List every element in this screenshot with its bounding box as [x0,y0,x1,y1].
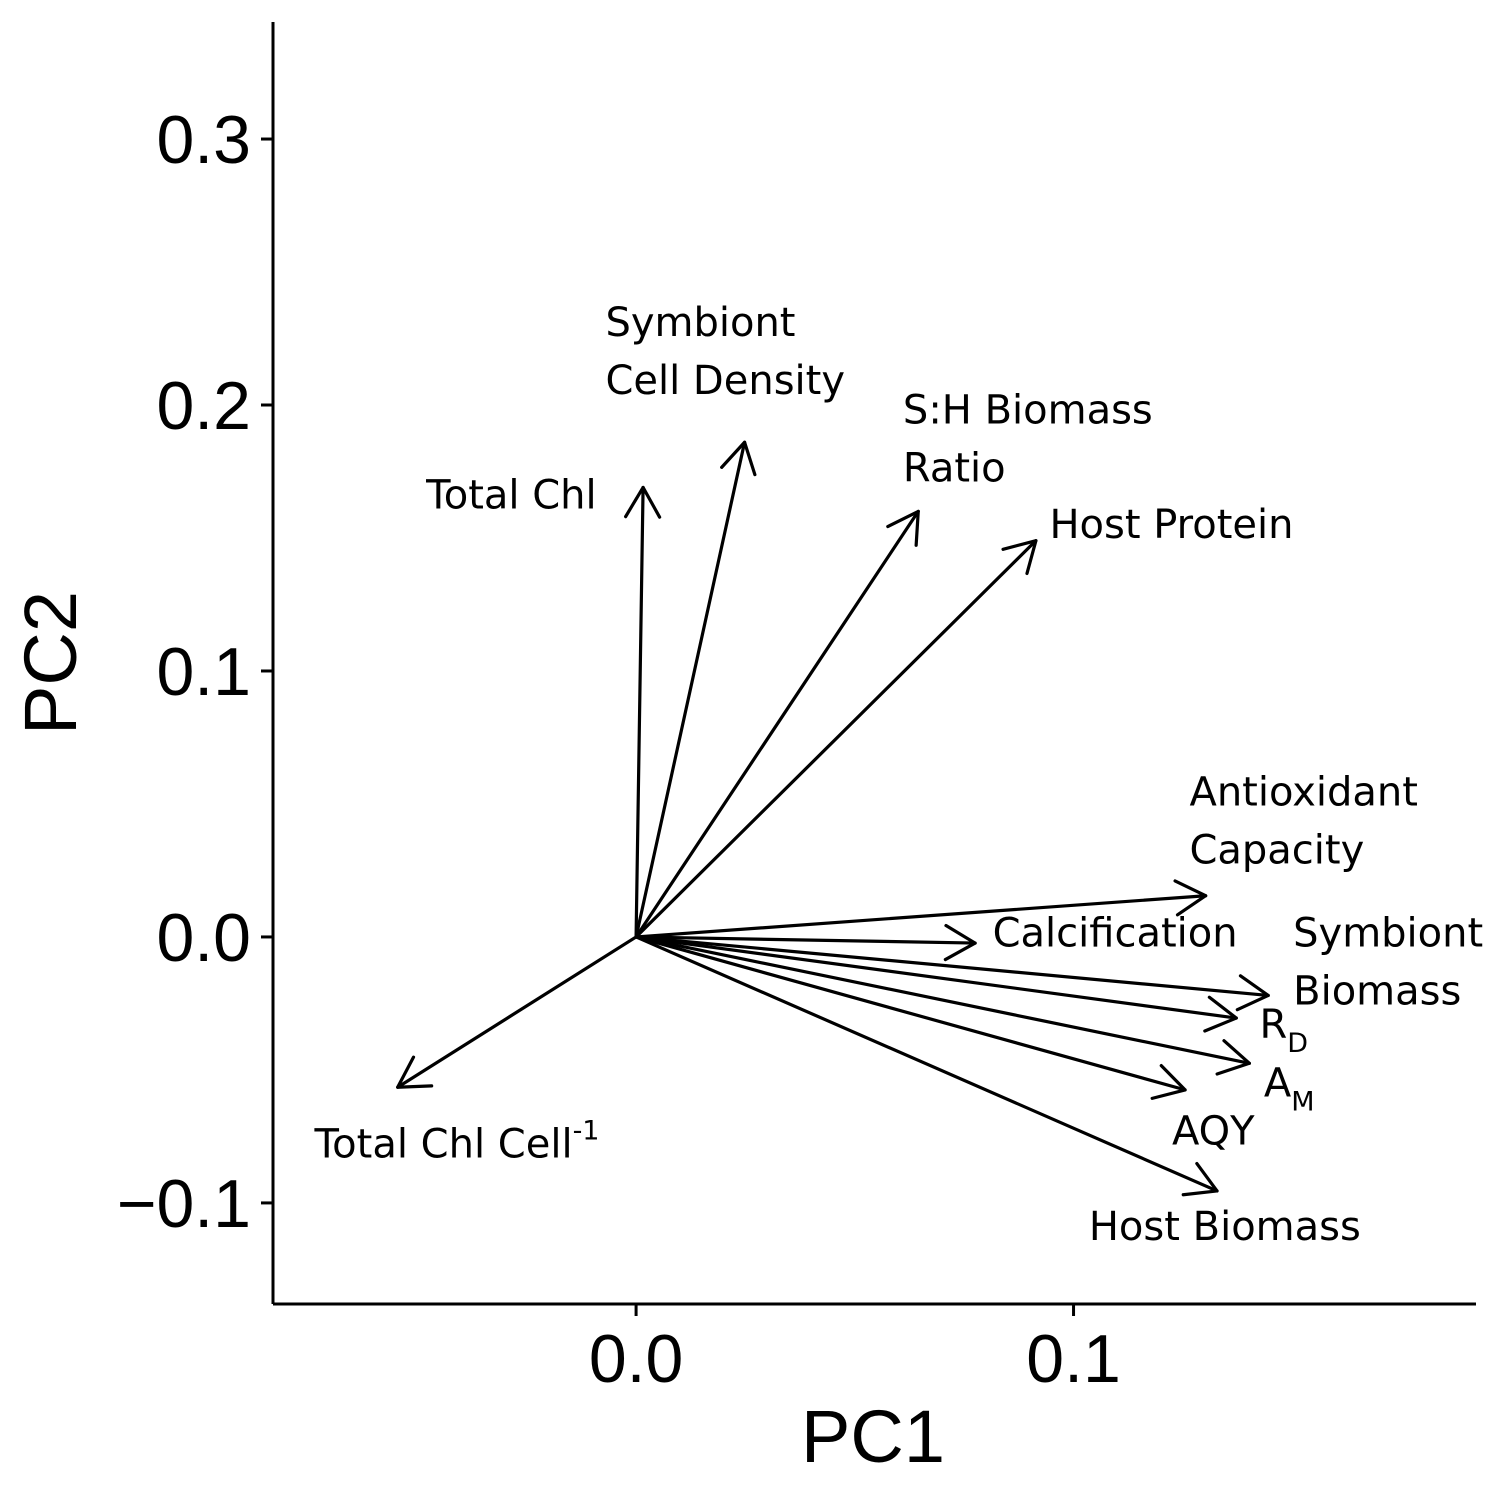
axes [271,22,1476,1306]
vector-label-line: R [1259,1002,1287,1048]
vector-label-line: S:H Biomass [903,388,1153,434]
vector-arrowhead-symbiont-cell-density [720,440,757,477]
vector-symbiont-cell-density [634,440,757,939]
vector-sh-biomass-ratio [634,509,920,939]
vector-label-line: Host Protein [1049,502,1293,548]
vector-arrowhead-total-chl-cell [396,1055,434,1089]
vector-label-am: AM [1264,1061,1315,1118]
vector-label-subscript: D [1287,1028,1308,1059]
vector-shaft-aqy [634,935,1187,1092]
vector-label-sh-biomass-ratio: S:H Biomass Ratio [903,388,1153,492]
vector-label-line: Capacity [1189,827,1364,873]
vector-calcification [634,923,977,962]
vector-label-line: Cell Density [605,358,845,404]
vector-symbiont-biomass [634,935,1270,1012]
y-tick-label: 0.2 [156,368,251,444]
vector-label-line: Symbiont [605,300,795,346]
vector-host-protein [634,539,1038,939]
vector-am [634,935,1251,1076]
vector-label-superscript: -1 [573,1116,600,1147]
vector-shaft-rd [634,935,1238,1020]
y-tick-label: 0.1 [156,634,251,710]
y-axis-title: PC2 [9,591,92,735]
vector-label-symbiont-cell-density: Symbiont Cell Density [605,300,845,404]
vector-label-calcification: Calcification [993,910,1238,956]
x-tick-label: 0.0 [589,1321,684,1397]
vector-host-biomass [634,935,1219,1197]
vector-shaft-calcification [634,935,977,945]
vector-arrowhead-antioxidant-capacity [1173,879,1208,917]
vector-shaft-total-chl [634,485,645,939]
vector-shaft-symbiont-cell-density [634,440,747,939]
vector-label-aqy: AQY [1172,1108,1255,1154]
x-tick-label: 0.1 [1026,1321,1121,1397]
vector-arrowhead-aqy [1150,1064,1187,1100]
vector-label-host-biomass: Host Biomass [1089,1204,1361,1250]
vector-label-line: Ratio [903,446,1006,492]
vector-label-line: Total Chl [425,473,597,519]
vector-arrowhead-am [1215,1039,1251,1076]
vector-label-symbiont-biomass: Symbiont Biomass [1293,910,1483,1014]
vector-label-total-chl: Total Chl [425,473,597,519]
vector-label-line: A [1264,1061,1292,1107]
vector-label-host-protein: Host Protein [1049,502,1293,548]
vector-label-line: Total Chl Cell [314,1122,573,1168]
y-tick-label: 0.3 [156,102,251,178]
vector-label-line: Symbiont [1293,910,1483,956]
vector-arrowhead-rd [1203,995,1238,1033]
vector-label-line: AQY [1172,1108,1255,1154]
vector-rd [634,935,1238,1033]
y-tick-label: −0.1 [117,1166,251,1242]
vector-aqy [634,935,1187,1100]
vector-shaft-host-protein [634,539,1038,939]
vector-label-subscript: M [1291,1087,1314,1118]
vector-shaft-total-chl-cell [396,935,638,1089]
vector-arrowhead-host-biomass [1181,1161,1219,1197]
y-tick-label: 0.0 [156,900,251,976]
vector-label-line: Biomass [1293,968,1461,1014]
y-ticks: −0.1 0.0 0.1 0.2 0.3 [117,102,273,1242]
vector-arrowhead-sh-biomass-ratio [886,509,920,547]
x-axis-title: PC1 [801,1395,945,1478]
loading-vectors [396,440,1270,1197]
vector-labels: Total Chl Symbiont Cell Density S:H Biomass… [314,300,1484,1250]
vector-arrowhead-host-protein [1001,539,1038,576]
vector-label-total-chl-cell: Total Chl Cell-1 [314,1116,600,1168]
vector-arrowhead-calcification [943,923,977,962]
vector-shaft-sh-biomass-ratio [634,509,920,939]
vector-antioxidant-capacity [634,879,1208,939]
vector-arrowhead-total-chl [624,485,662,519]
vector-shaft-antioxidant-capacity [634,894,1208,939]
vector-shaft-symbiont-biomass [634,935,1270,998]
vector-label-line: Antioxidant [1189,769,1417,815]
vector-label-antioxidant-capacity: Antioxidant Capacity [1189,769,1417,873]
vector-shaft-host-biomass [634,935,1219,1193]
x-ticks: 0.0 0.1 [589,1304,1121,1397]
vector-label-rd: RD [1259,1002,1308,1059]
vector-shaft-am [634,935,1251,1065]
vector-label-line: Calcification [993,910,1238,956]
vector-label-line: Host Biomass [1089,1204,1361,1250]
vector-arrowhead-symbiont-biomass [1235,974,1270,1012]
vector-total-chl [624,485,662,939]
vector-total-chl-cell [396,935,638,1089]
